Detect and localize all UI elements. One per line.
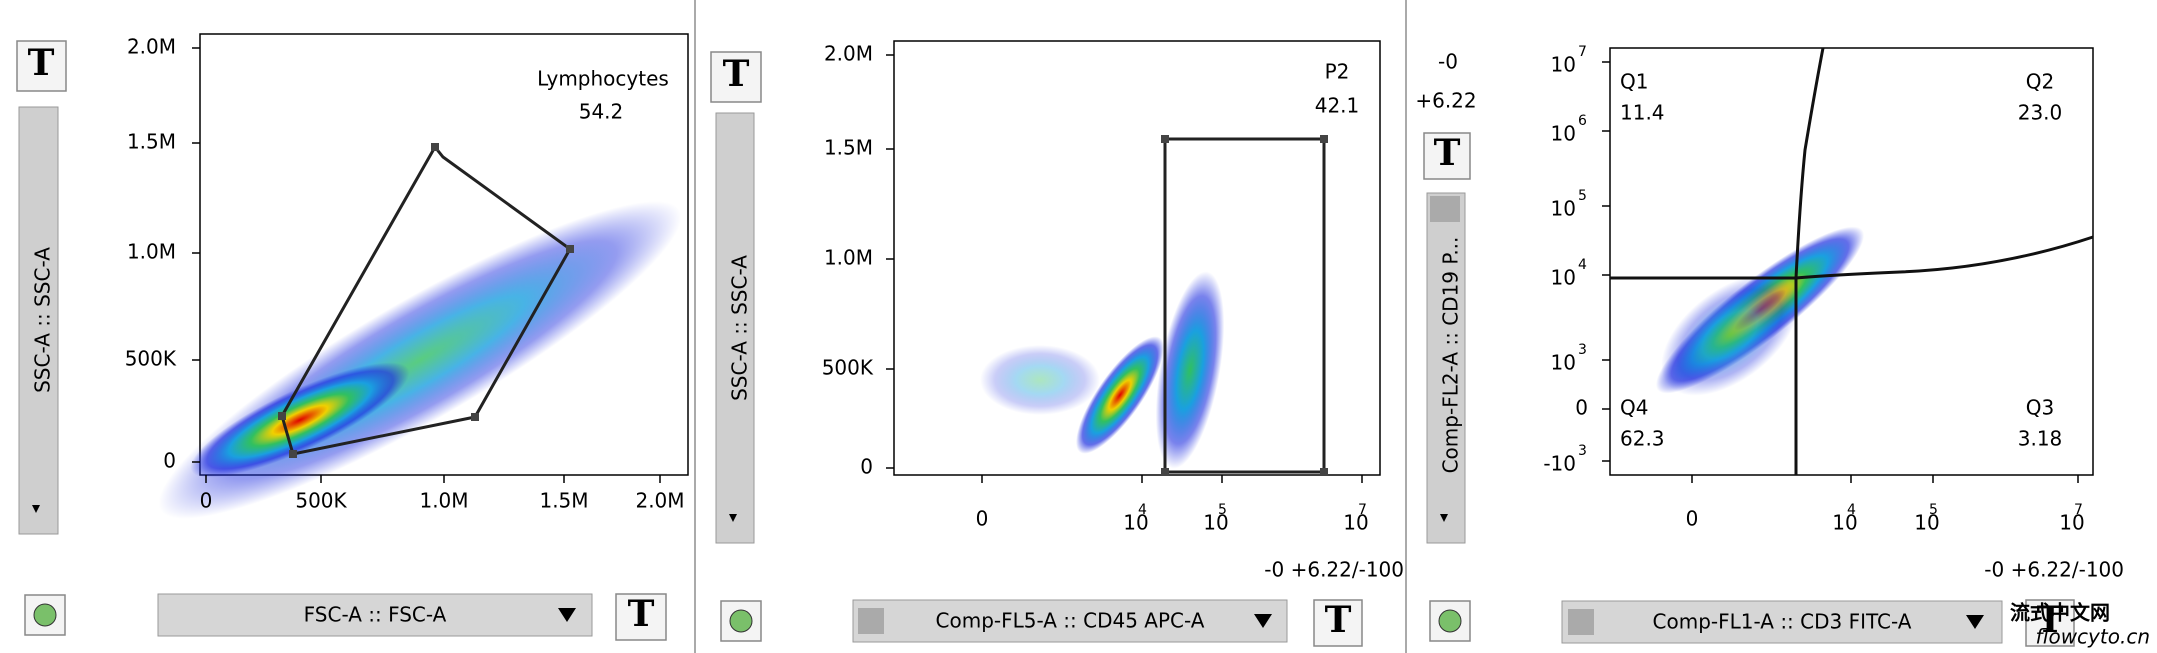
y-tick-label-exponent: 3 xyxy=(1578,342,1587,358)
y-axis-label: SSC-A :: SSC-A xyxy=(728,255,752,401)
y-tick-label: 10 xyxy=(1551,197,1576,221)
y-tick-label-exponent: 5 xyxy=(1578,188,1587,204)
quadrant-name: Q1 xyxy=(1620,70,1648,94)
x-tick-label-exponent: 5 xyxy=(1218,502,1227,518)
quadrant-name: Q4 xyxy=(1620,396,1648,420)
text-button[interactable] xyxy=(2025,599,2075,647)
x-tick-label: 1.0M xyxy=(419,489,468,513)
quadrant-value: 62.3 xyxy=(1620,427,1665,451)
x-axis-dropdown[interactable] xyxy=(157,593,593,637)
y-tick-label: 2.0M xyxy=(127,35,176,59)
y-axis-label: Comp-FL2-A :: CD19 P... xyxy=(1439,237,1463,474)
watermark-url: flowcyto.cn xyxy=(2036,625,2150,649)
x-tick-label: 2.0M xyxy=(635,489,684,513)
y-tick-label: 2.0M xyxy=(824,42,873,66)
quadrant-value: 23.0 xyxy=(2018,101,2063,125)
y-tick-label: 10 xyxy=(1551,351,1576,375)
quadrant-name: Q2 xyxy=(2026,70,2054,94)
y-tick-label-exponent: 6 xyxy=(1578,113,1587,129)
y-tick-label: 0 xyxy=(163,449,176,473)
y-axis-selector[interactable] xyxy=(715,112,755,544)
y-tick-label-exponent: 3 xyxy=(1578,443,1587,459)
x-tick-label: 10 xyxy=(1914,511,1939,535)
y-tick-label: 0 xyxy=(860,455,873,479)
gate-name: Lymphocytes xyxy=(537,67,669,91)
quadrant-value: 11.4 xyxy=(1620,101,1665,125)
text-button-label: T xyxy=(1434,132,1461,174)
y-tick-label: 1.0M xyxy=(824,246,873,270)
text-button[interactable] xyxy=(16,40,67,92)
text-button[interactable] xyxy=(1313,599,1363,647)
gate-value: 54.2 xyxy=(579,100,624,124)
y-tick-label: 10 xyxy=(1551,53,1576,77)
text-button-label: T xyxy=(2037,599,2064,641)
x-tick-label: 10 xyxy=(1832,511,1857,535)
x-tick-label: 0 xyxy=(200,489,213,513)
quadrant-name: Q3 xyxy=(2026,396,2054,420)
range-label: +6.22 xyxy=(1415,89,1476,113)
quadrant-value: 3.18 xyxy=(2018,427,2063,451)
x-tick-label: 10 xyxy=(1123,511,1148,535)
x-tick-label-exponent: 5 xyxy=(1929,502,1938,518)
text-button[interactable] xyxy=(615,593,667,641)
x-axis-dropdown[interactable] xyxy=(1561,600,2003,644)
x-tick-label: 10 xyxy=(2059,511,2084,535)
y-tick-label-exponent: 7 xyxy=(1578,44,1587,60)
y-axis-selector[interactable] xyxy=(18,106,59,535)
x-tick-label: 10 xyxy=(1203,511,1228,535)
x-tick-label: 10 xyxy=(1343,511,1368,535)
text-button[interactable] xyxy=(1423,132,1471,180)
plot-icon-glyph xyxy=(1438,609,1462,633)
y-tick-label: 10 xyxy=(1551,122,1576,146)
x-axis-dropdown[interactable] xyxy=(852,599,1288,643)
x-axis-label: Comp-FL5-A :: CD45 APC-A xyxy=(936,609,1205,633)
x-tick-label: 0 xyxy=(1686,507,1699,531)
gate-value: 42.1 xyxy=(1315,94,1360,118)
x-tick-label: 1.5M xyxy=(539,489,588,513)
y-tick-label: 1.0M xyxy=(127,240,176,264)
grid-icon xyxy=(1568,609,1594,635)
x-tick-label-exponent: 4 xyxy=(1138,502,1147,518)
gate-rectangle[interactable] xyxy=(1163,137,1326,474)
text-button-label: T xyxy=(1325,599,1352,641)
text-button-label: T xyxy=(628,593,655,635)
y-tick-label: 1.5M xyxy=(824,136,873,160)
x-axis-label: Comp-FL1-A :: CD3 FITC-A xyxy=(1653,610,1912,634)
y-tick-label: 1.5M xyxy=(127,130,176,154)
x-tick-label-exponent: 7 xyxy=(1358,502,1367,518)
y-tick-label: -10 xyxy=(1543,452,1576,476)
quadrant-gate[interactable] xyxy=(1610,47,2094,475)
y-tick-label: 0 xyxy=(1575,396,1588,420)
range-label: -0 xyxy=(1438,50,1458,74)
y-tick-label: 10 xyxy=(1551,266,1576,290)
x-tick-label: 500K xyxy=(295,489,347,513)
x-tick-label-exponent: 4 xyxy=(1847,502,1856,518)
plot-frame xyxy=(893,40,1381,476)
x-tick-label: 0 xyxy=(976,507,989,531)
plot-icon-glyph xyxy=(729,609,753,633)
y-axis-selector[interactable] xyxy=(1426,192,1466,544)
range-note: -0 +6.22/-100 xyxy=(1264,558,1404,582)
text-button[interactable] xyxy=(710,51,762,103)
text-button-label: T xyxy=(723,53,750,95)
x-tick-label-exponent: 7 xyxy=(2074,502,2083,518)
y-tick-label: 500K xyxy=(125,347,177,371)
y-axis-label: SSC-A :: SSC-A xyxy=(31,247,55,393)
dropdown-arrow xyxy=(32,505,1984,629)
grid-icon xyxy=(1430,196,1460,222)
gate-name: P2 xyxy=(1325,60,1350,84)
range-note: -0 +6.22/-100 xyxy=(1984,558,2124,582)
grid-icon xyxy=(858,608,884,634)
y-tick-label: 500K xyxy=(822,356,874,380)
y-tick-label-exponent: 4 xyxy=(1578,257,1587,273)
text-button-label: T xyxy=(28,42,55,84)
watermark-title: 流式中文网 xyxy=(2010,601,2110,625)
plot-icon-glyph xyxy=(33,603,57,627)
x-axis-label: FSC-A :: FSC-A xyxy=(304,603,447,627)
gate-handles xyxy=(278,135,1328,476)
